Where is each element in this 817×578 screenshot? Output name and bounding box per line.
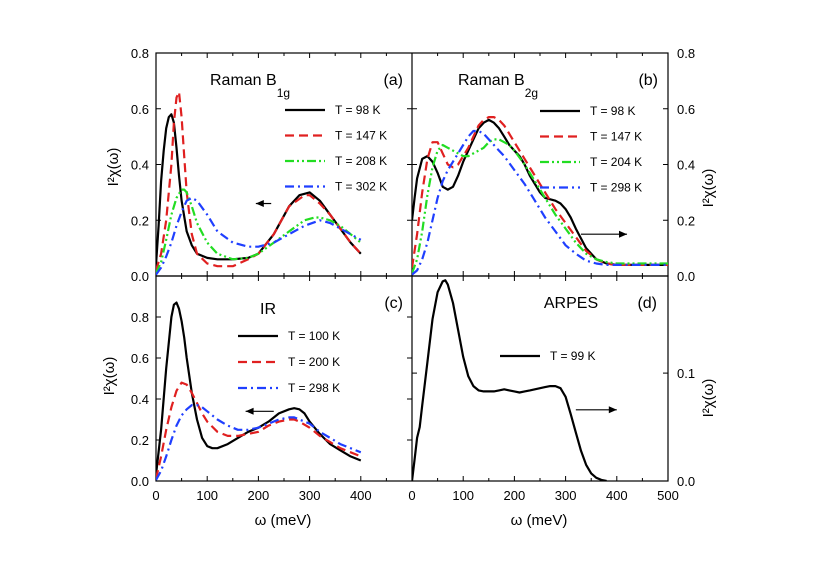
- series-line: [156, 113, 362, 265]
- y-axis-label-d: I²χ(ω): [700, 379, 717, 418]
- legend-label: T = 298 K: [590, 181, 642, 195]
- x-tick-label: 400: [606, 488, 628, 503]
- y-tick-label: 0.1: [677, 366, 695, 381]
- series-line: [412, 115, 668, 268]
- y-tick-label: 0.8: [131, 46, 149, 61]
- x-tick-label: 200: [504, 488, 526, 503]
- x-axis-label-c: ω (meV): [255, 512, 312, 529]
- panel-label: (b): [638, 72, 658, 89]
- y-tick-label: 0.2: [131, 433, 149, 448]
- x-tick-label: 100: [196, 488, 218, 503]
- x-tick-label: 0: [408, 488, 415, 503]
- legend-label: T = 98 K: [590, 104, 635, 118]
- x-tick-label: 500: [657, 488, 679, 503]
- legend-label: T = 298 K: [288, 381, 340, 395]
- series-line: [412, 138, 668, 274]
- x-tick-label: 300: [299, 488, 321, 503]
- series-line: [156, 301, 362, 476]
- y-tick-label: 0.6: [131, 102, 149, 117]
- y-tick-label: 0.2: [131, 213, 149, 228]
- x-tick-label: 300: [555, 488, 577, 503]
- y-tick-label: 0.4: [677, 158, 695, 173]
- series-line: [412, 279, 607, 481]
- legend-label: T = 98 K: [335, 103, 380, 117]
- arrow-head: [245, 407, 254, 415]
- x-tick-label: 200: [248, 488, 270, 503]
- legend-label: T = 208 K: [335, 154, 387, 168]
- y-tick-label: 0.0: [677, 474, 695, 489]
- y-axis-label-c: I²χ(ω): [101, 357, 118, 396]
- legend-label: T = 204 K: [590, 155, 642, 169]
- y-axis-label-a: I²χ(ω): [105, 148, 122, 187]
- arrow-head: [619, 230, 627, 238]
- series-line: [412, 118, 668, 266]
- panel-b: 0.0 0.2 0.4 0.6 0.8 T = 98 K T = 147 K T = 204 …: [411, 46, 695, 284]
- series-line: [156, 381, 362, 480]
- x-tick-label: 0: [152, 488, 159, 503]
- y-tick-label: 0.8: [131, 310, 149, 325]
- y-tick-label: 0.4: [131, 158, 149, 173]
- arrow-head: [608, 406, 617, 414]
- panel-title: IR: [260, 301, 276, 318]
- panel-title: Raman B1g: [210, 72, 290, 100]
- series-line: [156, 188, 362, 274]
- x-tick-label: 100: [452, 488, 474, 503]
- series-line: [412, 129, 668, 276]
- y-tick-label: 0.4: [131, 392, 149, 407]
- legend-label: T = 200 K: [288, 355, 340, 369]
- y-tick-label: 0.0: [131, 474, 149, 489]
- y-tick-label: 0.6: [131, 351, 149, 366]
- y-tick-label: 0.0: [131, 269, 149, 284]
- y-axis-label-b: I²χ(ω): [700, 169, 717, 208]
- series-line: [156, 404, 362, 481]
- legend-label: T = 99 K: [550, 349, 595, 363]
- legend-label: T = 147 K: [335, 129, 387, 143]
- panel-c: 0 100 200 300 400 0.0 0.2 0.4 0.6 0.8 T = 100 K T =…: [131, 276, 413, 503]
- panel-title: Raman B2g: [458, 72, 538, 100]
- panel-title: ARPES: [544, 295, 598, 312]
- y-tick-label: 0.8: [677, 46, 695, 61]
- legend-label: T = 302 K: [335, 180, 387, 194]
- panel-label: (a): [383, 72, 403, 89]
- panel-label: (d): [637, 295, 657, 312]
- x-tick-label: 400: [350, 488, 372, 503]
- series-line: [156, 196, 362, 276]
- panel-label: (c): [384, 295, 403, 312]
- x-axis-label-d: ω (meV): [511, 512, 568, 529]
- y-tick-label: 0.2: [677, 213, 695, 228]
- y-tick-label: 0.0: [677, 269, 695, 284]
- arrow-head: [255, 200, 264, 207]
- y-tick-label: 0.6: [677, 102, 695, 117]
- series-line: [156, 90, 362, 271]
- legend-label: T = 100 K: [288, 329, 340, 343]
- panel-a: 0.0 0.2 0.4 0.6 0.8 T = 98 K T = 147 K T = 208 …: [131, 46, 413, 284]
- legend-label: T = 147 K: [590, 130, 642, 144]
